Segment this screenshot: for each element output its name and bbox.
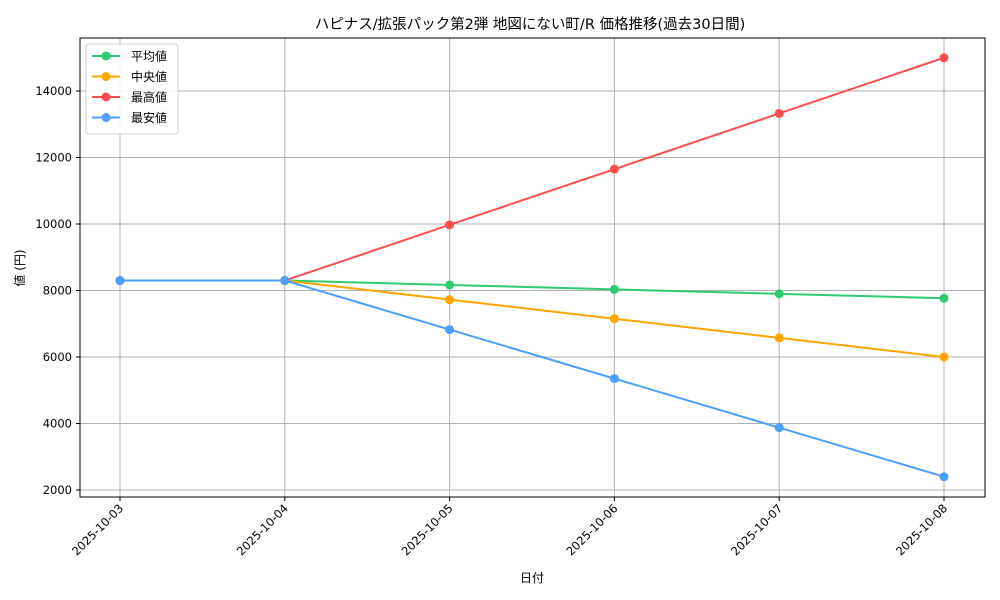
legend-marker — [101, 51, 111, 61]
legend-marker — [101, 92, 111, 102]
x-tick-label: 2025-10-03 — [69, 501, 126, 558]
series-2 — [115, 53, 949, 286]
data-point — [115, 276, 125, 286]
data-point — [609, 164, 619, 174]
legend-item: 最安値 — [92, 110, 167, 125]
data-point — [774, 108, 784, 118]
legend-label: 平均値 — [131, 49, 167, 64]
data-series — [115, 53, 949, 482]
data-point — [939, 472, 949, 482]
legend-item: 平均値 — [92, 49, 167, 64]
data-point — [774, 333, 784, 343]
data-point — [445, 220, 455, 230]
series-line — [120, 279, 945, 478]
data-point — [609, 374, 619, 384]
data-point — [609, 284, 619, 294]
y-axis-label: 値 (円) — [12, 249, 27, 286]
y-tick-label: 10000 — [35, 217, 72, 231]
series-3 — [115, 276, 949, 482]
legend-item: 中央値 — [92, 69, 167, 84]
x-tick-label: 2025-10-06 — [563, 501, 620, 558]
data-point — [774, 289, 784, 299]
data-point — [445, 295, 455, 305]
x-axis-label: 日付 — [520, 571, 544, 585]
data-point — [939, 53, 949, 63]
y-tick-label: 4000 — [43, 417, 72, 431]
data-point — [445, 280, 455, 290]
plot-area-frame — [79, 37, 986, 498]
legend-marker — [101, 72, 111, 81]
data-point — [609, 314, 619, 324]
data-point — [774, 423, 784, 433]
data-point — [939, 293, 949, 303]
y-tick-label: 6000 — [43, 350, 72, 364]
y-tick-label: 12000 — [35, 151, 72, 165]
legend-label: 最安値 — [131, 110, 167, 125]
data-point — [280, 276, 290, 286]
y-axis: 2000 4000 6000 8000 10000 12000 14000 — [35, 84, 80, 497]
series-line — [120, 279, 945, 300]
series-line — [120, 279, 945, 358]
y-tick-label: 2000 — [43, 483, 72, 497]
y-tick-label: 14000 — [35, 84, 72, 98]
data-point — [445, 325, 455, 335]
data-point — [939, 352, 949, 362]
legend-marker — [101, 113, 111, 122]
legend-box — [85, 43, 179, 135]
y-tick-label: 8000 — [43, 284, 72, 298]
chart-title: ハピナス/拡張パック第2弾 地図にない町/R 価格推移(過去30日間) — [315, 15, 746, 33]
legend-label: 最高値 — [131, 90, 167, 105]
legend-item: 最高値 — [92, 90, 167, 105]
x-axis: 2025-10-03 2025-10-04 2025-10-05 2025-10-06… — [69, 497, 950, 558]
series-1 — [115, 276, 949, 362]
x-tick-label: 2025-10-08 — [893, 501, 950, 558]
legend-label: 中央値 — [131, 69, 167, 84]
x-tick-label: 2025-10-05 — [399, 501, 456, 558]
x-tick-label: 2025-10-04 — [234, 501, 291, 558]
grid-lines — [80, 38, 985, 497]
x-tick-label: 2025-10-07 — [728, 501, 785, 558]
